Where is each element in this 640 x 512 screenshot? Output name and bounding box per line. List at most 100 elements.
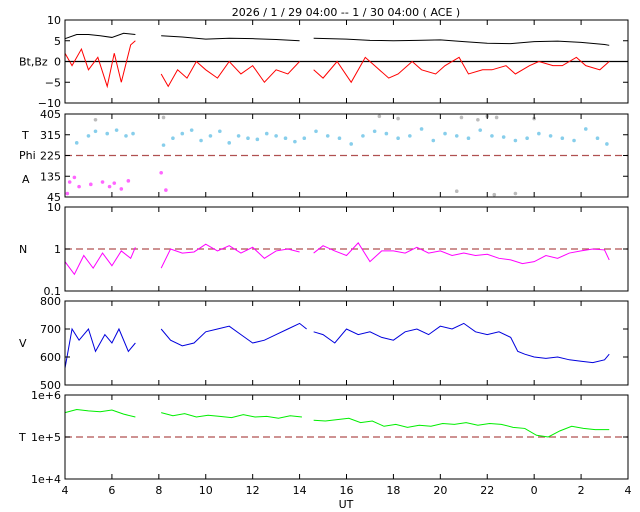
data-point-temp_angle (274, 134, 278, 138)
data-point-phi (65, 191, 70, 196)
series-line-density (313, 242, 610, 265)
data-point-temp_angle (105, 131, 110, 136)
y-tick-label: 1 (54, 243, 61, 256)
data-point-quality_flag (513, 191, 518, 196)
data-point-quality_flag (93, 117, 98, 122)
panel-speed: 800 700 600 500 V (19, 295, 629, 392)
data-point-temp_angle (431, 138, 436, 143)
data-point-phi (164, 188, 168, 192)
data-point-temp_angle (114, 128, 119, 132)
data-point-temp_angle (525, 136, 529, 141)
data-point-temp_angle (361, 134, 365, 138)
data-point-phi (107, 184, 112, 189)
y-axis-label: T (21, 129, 29, 142)
y-tick-label: 500 (40, 379, 61, 392)
series-line-bz (160, 60, 300, 88)
data-point-temp_angle (124, 134, 128, 138)
data-point-temp_angle (180, 131, 185, 136)
series-line-density (64, 247, 136, 276)
data-point-temp_angle (86, 134, 91, 138)
data-point-quality_flag (161, 115, 166, 120)
series-line-speed (64, 327, 136, 369)
data-point-phi (126, 179, 131, 183)
data-point-temp_angle (572, 138, 576, 143)
y-tick-label: 1e+4 (31, 473, 61, 486)
series-line-speed (160, 322, 307, 347)
data-point-temp_angle (337, 136, 342, 141)
x-axis-label: UT (339, 498, 354, 511)
data-point-temp_angle (314, 129, 318, 134)
y-tick-label: 600 (40, 351, 61, 364)
data-point-temp_angle (255, 137, 260, 142)
series-line-density (160, 243, 300, 269)
x-tick-label: 4 (625, 484, 632, 497)
y-tick-label: −10 (38, 97, 61, 110)
data-point-phi (112, 181, 117, 185)
x-tick-label: 20 (433, 484, 447, 497)
y-tick-label: 10 (47, 201, 61, 214)
data-point-temp_angle (325, 134, 330, 138)
y-tick-label: 225 (40, 150, 61, 163)
data-point-temp_angle (264, 131, 269, 136)
y-axis-label: Bt,Bz (19, 56, 48, 69)
data-point-temp_angle (236, 134, 241, 138)
data-point-temp_angle (171, 136, 175, 141)
data-point-temp_angle (131, 131, 135, 136)
y-tick-label: 5 (54, 35, 61, 48)
y-axis-label: V (19, 337, 27, 350)
panel-magnetic_field: 10 5 0 −5 −10 Bt,Bz (19, 14, 629, 110)
panel-angles: 405 315 225 135 45 T Phi A (19, 108, 629, 204)
data-point-temp_angle (74, 141, 79, 145)
y-tick-label: 10 (47, 14, 61, 27)
series-line-temperature (64, 409, 136, 418)
y-tick-label: 1e+6 (31, 389, 61, 402)
data-point-phi (119, 187, 124, 191)
data-point-temp_angle (199, 138, 203, 143)
x-tick-label: 4 (62, 484, 69, 497)
y-tick-label: 800 (40, 295, 61, 308)
series-line-bz (64, 40, 136, 89)
data-point-temp_angle (443, 131, 447, 136)
data-point-temp_angle (583, 127, 588, 131)
y-tick-label: 405 (40, 108, 61, 121)
y-tick-label: 0 (54, 56, 61, 69)
y-tick-label: 315 (40, 129, 61, 142)
data-point-quality_flag (494, 115, 499, 120)
data-point-temp_angle (537, 131, 541, 136)
data-point-temp_angle (408, 134, 412, 138)
y-tick-label: 1e+5 (31, 431, 61, 444)
data-point-temp_angle (454, 134, 459, 138)
x-tick-label: 16 (340, 484, 354, 497)
data-point-phi (159, 170, 163, 175)
data-point-temp_angle (93, 129, 98, 134)
data-point-quality_flag (459, 115, 464, 120)
x-tick-label: 10 (199, 484, 213, 497)
data-point-temp_angle (466, 136, 471, 141)
y-axis-label: Phi (19, 149, 36, 162)
panel-density: 10 1 0.1 N (19, 201, 629, 298)
x-tick-label: 0 (531, 484, 538, 497)
data-point-temp_angle (595, 136, 600, 141)
series-line-bz (313, 56, 610, 84)
x-tick-label: 8 (155, 484, 162, 497)
series-line-temperature (161, 412, 302, 419)
data-point-temp_angle (560, 136, 565, 141)
y-axis-label: T (18, 431, 26, 444)
y-axis-label: A (22, 173, 30, 186)
data-point-phi (89, 182, 93, 187)
data-point-temp_angle (189, 128, 194, 132)
data-point-temp_angle (419, 127, 424, 131)
x-tick-label: 2 (578, 484, 585, 497)
data-point-temp_angle (302, 136, 307, 141)
data-point-temp_angle (208, 134, 213, 138)
data-point-temp_angle (349, 142, 353, 146)
data-point-quality_flag (476, 117, 480, 122)
data-point-temp_angle (605, 142, 609, 146)
y-axis-label: N (19, 243, 27, 256)
panel-frame (64, 300, 629, 386)
data-point-temp_angle (513, 138, 518, 143)
data-point-temp_angle (490, 134, 494, 138)
data-point-temp_angle (501, 135, 506, 139)
data-point-temp_angle (478, 128, 483, 132)
